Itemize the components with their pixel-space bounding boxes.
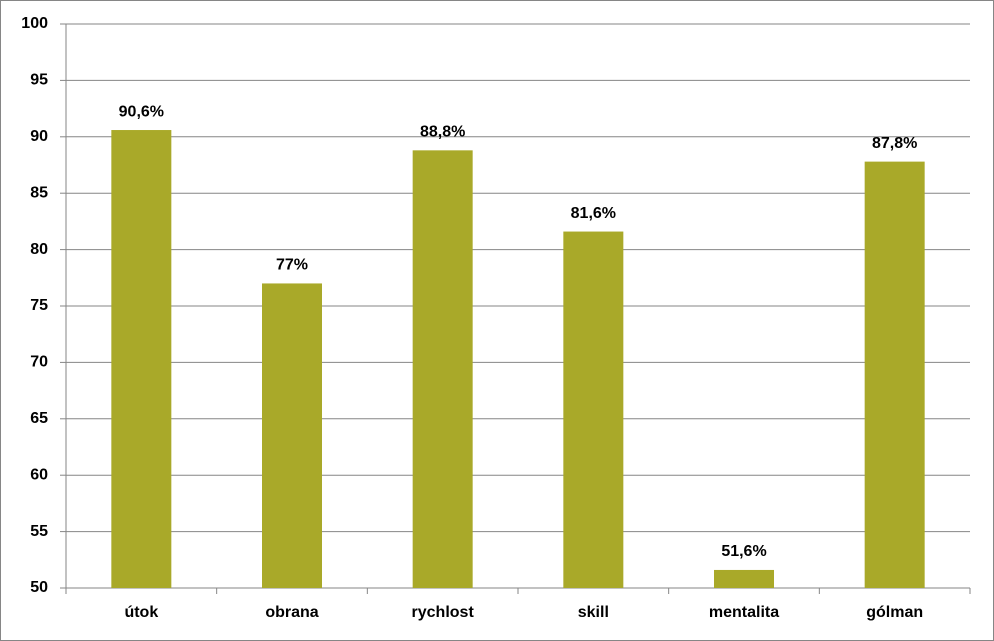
x-tick-label: obrana (265, 604, 318, 621)
x-tick-label: skill (578, 604, 609, 621)
y-tick-label: 100 (21, 15, 48, 32)
y-tick-label: 65 (30, 410, 48, 427)
bar (262, 283, 322, 588)
x-tick-label: útok (124, 604, 158, 621)
y-tick-label: 70 (30, 354, 48, 371)
x-tick-label: mentalita (709, 604, 779, 621)
x-tick-label: gólman (866, 604, 923, 621)
grid (60, 23, 971, 594)
data-label: 90,6% (119, 103, 164, 120)
y-tick-label: 60 (30, 466, 48, 483)
bar (111, 130, 172, 589)
y-tick-label: 80 (30, 241, 48, 258)
bar (412, 150, 473, 588)
y-tick-label: 95 (30, 72, 48, 89)
x-tick-label: rychlost (412, 604, 475, 621)
data-label: 77% (276, 257, 308, 274)
bar (864, 161, 925, 588)
marks (111, 130, 925, 589)
y-tick-label: 50 (30, 579, 48, 596)
y-tick-label: 75 (30, 297, 48, 314)
data-label: 88,8% (420, 124, 465, 141)
y-tick-label: 90 (30, 128, 48, 145)
y-tick-label: 85 (30, 184, 48, 201)
data-label: 81,6% (571, 205, 616, 222)
bar (563, 231, 624, 588)
data-label: 87,8% (872, 135, 917, 152)
bar (714, 569, 774, 588)
y-tick-label: 55 (30, 523, 48, 540)
data-label: 51,6% (721, 543, 766, 560)
